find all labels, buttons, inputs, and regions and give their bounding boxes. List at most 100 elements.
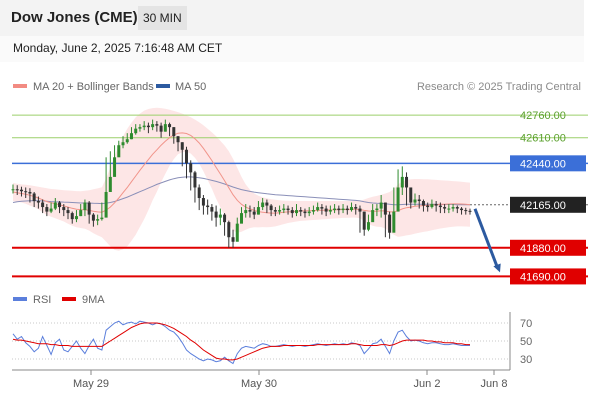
candle-body — [278, 210, 282, 212]
candle-body — [417, 199, 421, 202]
x-tick-label-1: May 30 — [241, 378, 277, 390]
candle-body — [455, 207, 459, 209]
level-label-5: 41690.00 — [520, 271, 566, 283]
candle-body — [125, 139, 129, 143]
candle-body — [197, 187, 201, 199]
x-tick-label-3: Jun 8 — [481, 378, 508, 390]
candle-body — [464, 210, 468, 212]
rsi-tick-50: 50 — [520, 336, 532, 348]
level-label-3: 42165.00 — [520, 200, 566, 212]
candle-body — [108, 176, 112, 192]
candle-body — [434, 204, 438, 206]
candle-body — [311, 210, 315, 212]
candle-body — [189, 163, 193, 173]
candle-body — [286, 208, 290, 211]
candle-body — [180, 142, 184, 150]
candle-body — [383, 202, 387, 215]
candle-body — [70, 213, 74, 220]
candle-body — [121, 142, 125, 146]
candle-body — [32, 193, 36, 202]
credit-label: Research © 2025 Trading Central — [417, 81, 581, 93]
candle-body — [244, 210, 248, 214]
rsi-tick-30: 30 — [520, 354, 532, 366]
candle-body — [218, 214, 222, 218]
candle-body — [142, 125, 146, 128]
level-label-bg-4 — [510, 239, 586, 256]
candle-body — [24, 191, 28, 193]
candle-body — [350, 207, 354, 211]
candle-body — [421, 201, 425, 206]
candle-body — [104, 191, 108, 218]
candle-body — [146, 125, 150, 128]
candle-body — [66, 210, 70, 214]
candle-body — [172, 127, 176, 137]
projection-arrow-shaft — [473, 208, 499, 267]
candle-body — [83, 202, 87, 211]
candle-body — [87, 202, 91, 215]
candle-body — [117, 145, 121, 158]
level-label-2: 42440.00 — [520, 158, 566, 170]
candle-body — [413, 199, 417, 203]
candle-body — [206, 205, 210, 208]
candle-body — [265, 202, 269, 206]
candle-body — [345, 208, 349, 211]
legend-label-ma20: MA 20 + Bollinger Bands — [33, 81, 154, 93]
rsi-line — [12, 320, 470, 365]
timeframe-button[interactable]: 30 MIN — [138, 6, 187, 30]
candle-body — [74, 216, 78, 220]
candle-body — [451, 207, 455, 209]
candle-body — [252, 211, 256, 215]
candle-body — [155, 124, 159, 126]
candle-body — [28, 191, 32, 194]
candle-body — [15, 189, 19, 191]
candle-body — [468, 210, 472, 212]
candle-body — [100, 217, 104, 220]
legend-label-rsi: RSI — [33, 294, 51, 306]
candle-body — [320, 207, 324, 209]
legend-swatch-ma50 — [156, 84, 170, 88]
candle-body — [430, 204, 434, 208]
candle-body — [49, 208, 53, 212]
candle-body — [210, 207, 214, 212]
candle-body — [328, 210, 332, 212]
candle-body — [248, 210, 252, 212]
candle-body — [269, 205, 273, 211]
candle-body — [36, 201, 40, 203]
candle-body — [341, 208, 345, 211]
level-label-0: 42760.00 — [520, 110, 566, 122]
candle-body — [443, 207, 447, 209]
candle-body — [333, 208, 337, 211]
candle-body — [409, 187, 413, 203]
candle-body — [388, 214, 392, 233]
candle-body — [400, 176, 404, 188]
candle-body — [366, 222, 370, 230]
candle-body — [163, 124, 167, 132]
projection-arrow-head — [493, 263, 501, 273]
candle-body — [426, 205, 430, 208]
candle-body — [392, 211, 396, 233]
level-label-bg-3 — [510, 196, 586, 213]
candle-body — [307, 211, 311, 214]
rsi-tick-70: 70 — [520, 318, 532, 330]
candle-body — [405, 176, 409, 188]
candle-body — [184, 149, 188, 164]
candle-body — [235, 223, 239, 242]
candle-body — [138, 127, 142, 129]
candle-body — [273, 210, 277, 212]
level-label-1: 42610.00 — [520, 133, 566, 145]
level-label-bg-2 — [510, 155, 586, 172]
legend-swatch-rsi — [13, 297, 27, 301]
candle-body — [176, 136, 180, 143]
candle-body — [240, 213, 243, 224]
candle-body — [151, 124, 155, 128]
candle-body — [299, 210, 303, 212]
candle-body — [358, 208, 362, 212]
candle-body — [303, 211, 307, 214]
candle-body — [214, 211, 218, 218]
candle-body — [396, 187, 400, 212]
x-tick-label-0: May 29 — [73, 378, 109, 390]
candle-body — [337, 208, 341, 211]
candle-body — [324, 208, 328, 212]
candle-body — [375, 208, 379, 211]
candle-body — [58, 202, 62, 208]
